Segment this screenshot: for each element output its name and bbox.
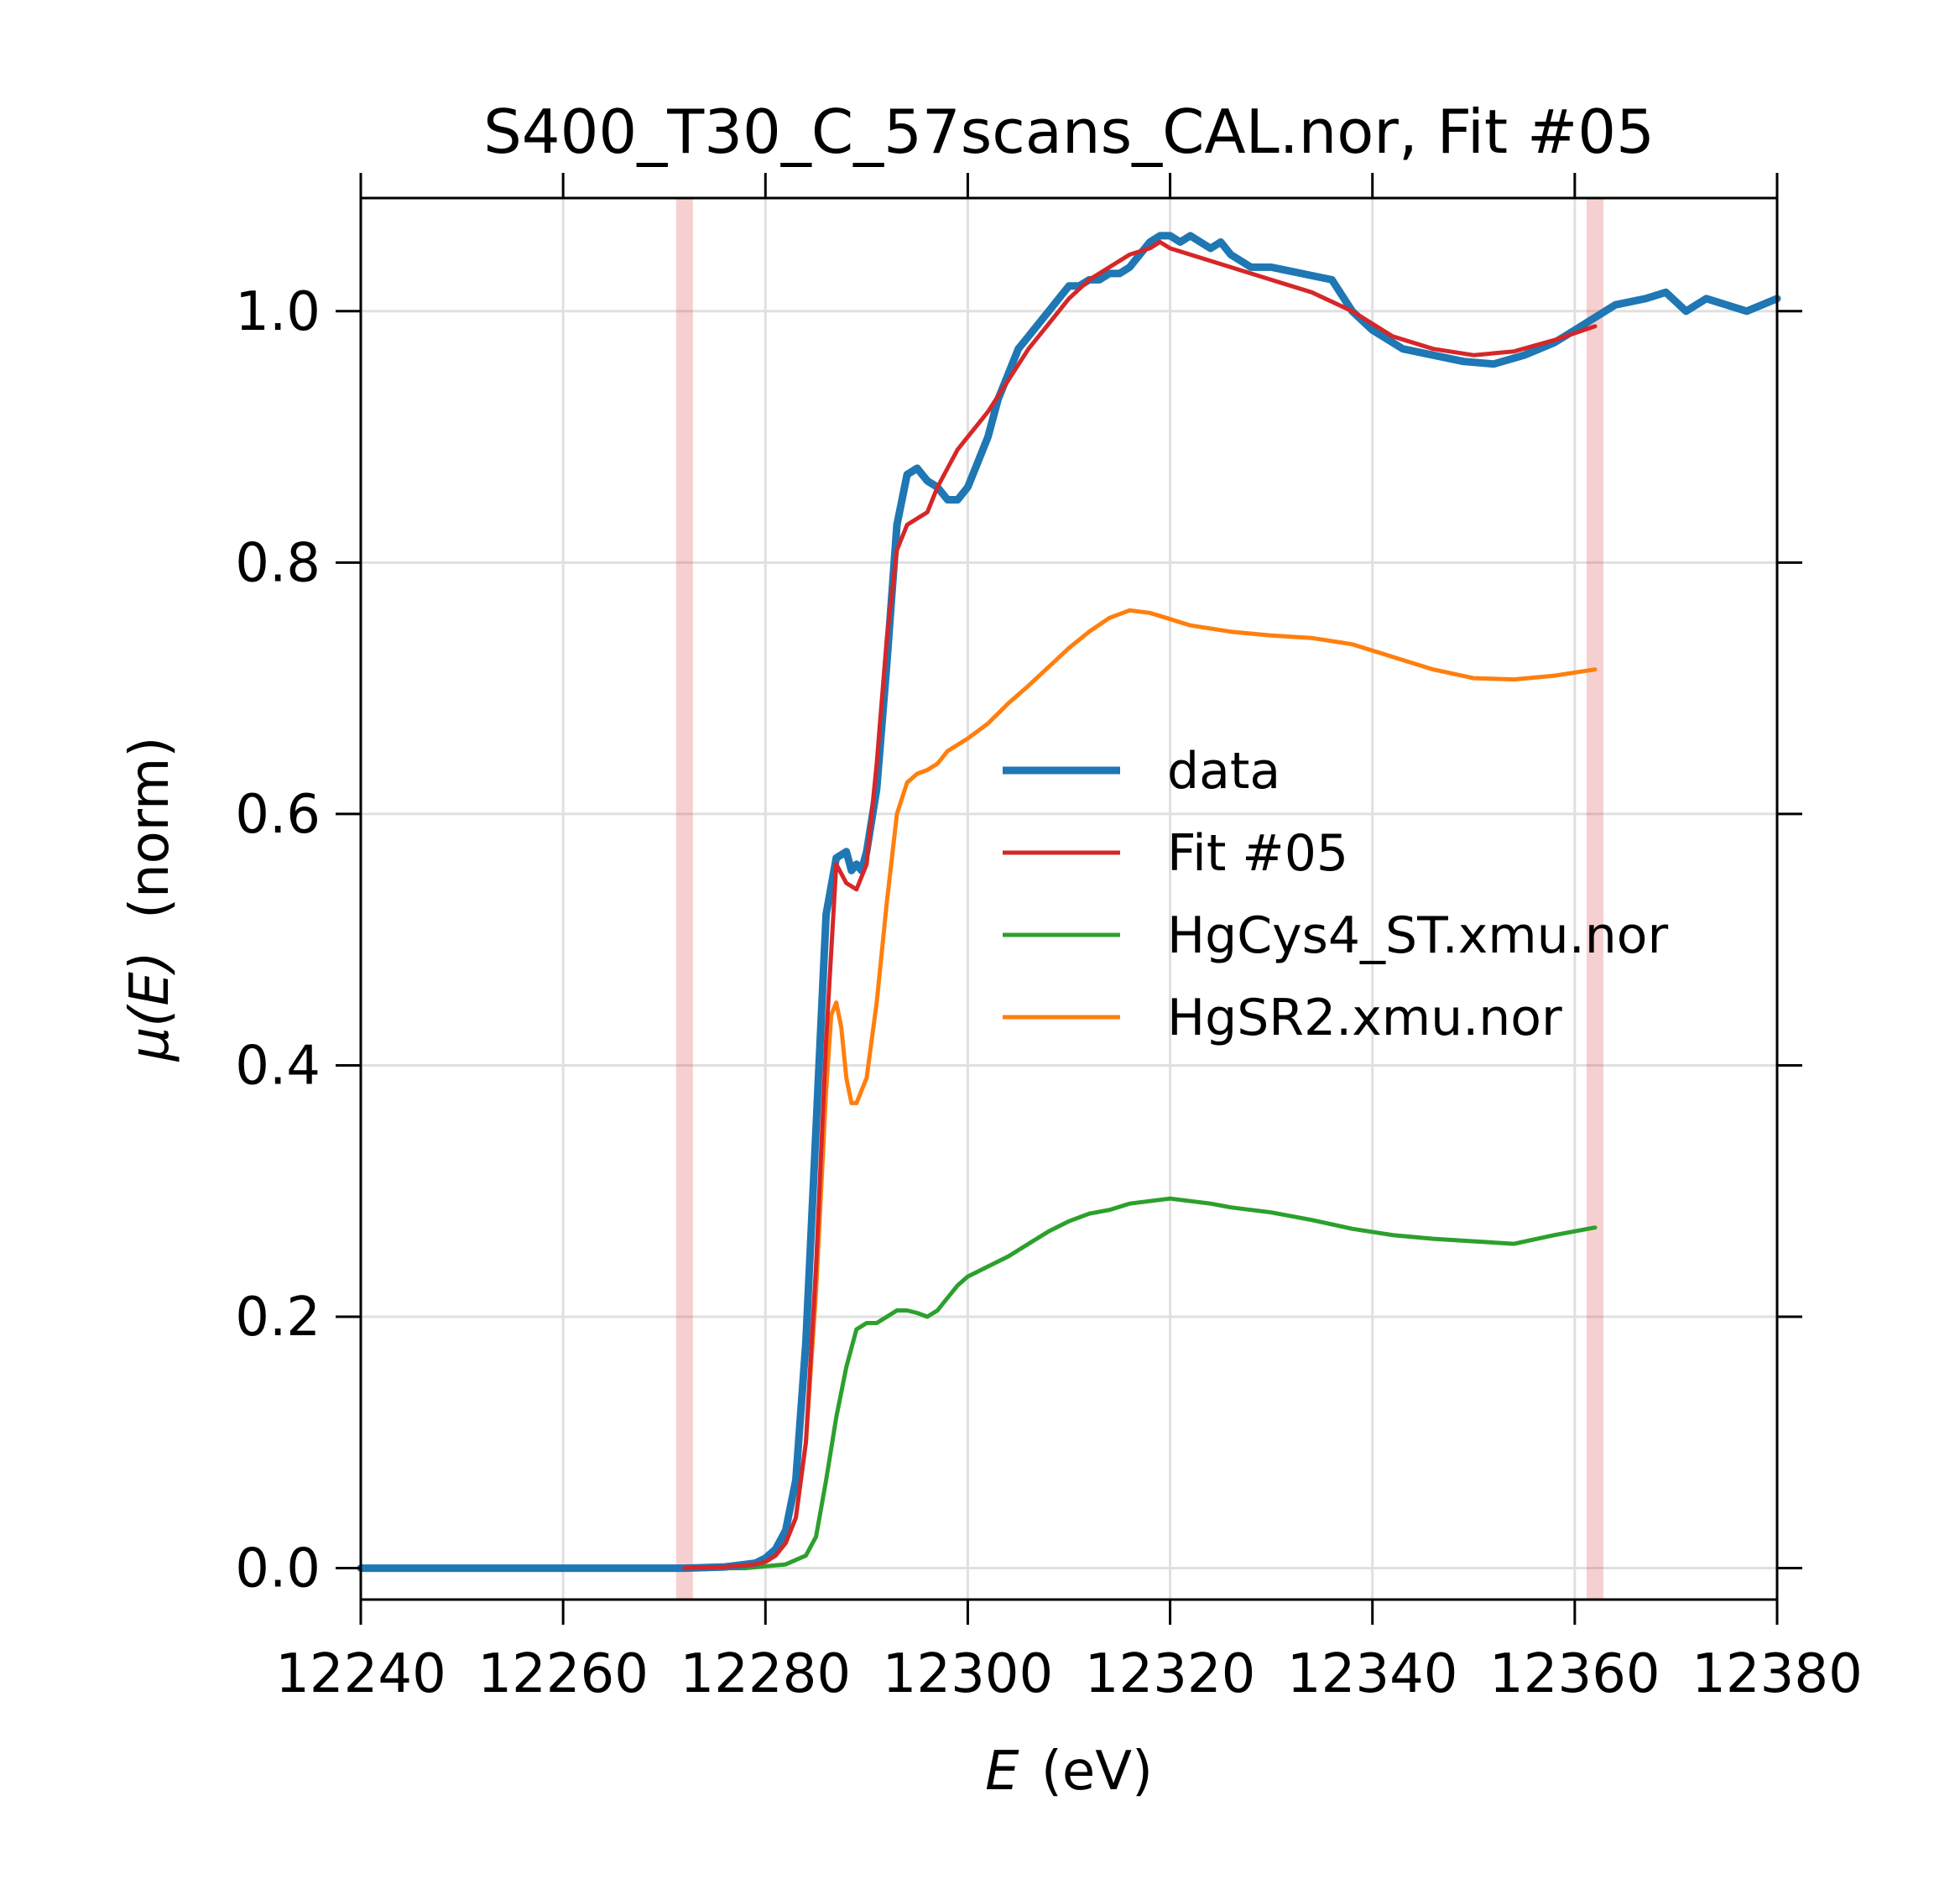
x-tick-label: 12300 [883, 1643, 1054, 1705]
y-tick-label: 0.4 [235, 1035, 321, 1097]
y-tick-label: 0.0 [235, 1538, 321, 1600]
y-axis-label: μ(E) (norm) [119, 737, 181, 1062]
y-tick-label: 0.2 [235, 1287, 321, 1349]
axis-ticks: 12240 12260 12280 12300 12320 12340 12360 12380… [235, 173, 1863, 1705]
fit-range-marker [675, 198, 693, 1600]
legend-label: HgCys4_ST.xmu.nor [1167, 906, 1669, 965]
fit-range-marker [1586, 198, 1603, 1600]
y-axis-variable: μ(E) [119, 951, 181, 1062]
y-tick-label: 1.0 [235, 281, 321, 343]
series-lines [357, 232, 1781, 1573]
y-axis-unit: (norm) [119, 737, 181, 919]
series-line-0 [357, 232, 1781, 1573]
x-tick-label: 12320 [1085, 1643, 1256, 1705]
x-tick-label: 12380 [1692, 1643, 1863, 1705]
legend: data Fit #05 HgCys4_ST.xmu.nor HgSR2.xmu.no… [1003, 742, 1669, 1047]
x-tick-label: 12360 [1489, 1643, 1660, 1705]
x-tick-label: 12280 [680, 1643, 851, 1705]
plot-frame [359, 196, 1779, 1601]
chart-title: S400_T30_C_57scans_CAL.nor, Fit #05 [483, 97, 1655, 167]
x-tick-label: 12340 [1287, 1643, 1458, 1705]
legend-label: HgSR2.xmu.nor [1167, 989, 1562, 1047]
x-tick-label: 12260 [477, 1643, 649, 1705]
x-axis-variable: E [985, 1741, 1019, 1803]
x-tick-label: 12240 [275, 1643, 446, 1705]
legend-label: data [1167, 742, 1280, 801]
y-tick-label: 0.6 [235, 784, 321, 846]
y-tick-label: 0.8 [235, 532, 321, 594]
x-axis-label: E (eV) [985, 1741, 1153, 1803]
legend-label: Fit #05 [1167, 824, 1348, 883]
grid [359, 198, 1779, 1600]
fit-range-bands [675, 198, 1603, 1600]
x-axis-unit: (eV) [1041, 1741, 1153, 1803]
series-line-2 [682, 1196, 1598, 1571]
series-line-1 [682, 239, 1598, 1571]
